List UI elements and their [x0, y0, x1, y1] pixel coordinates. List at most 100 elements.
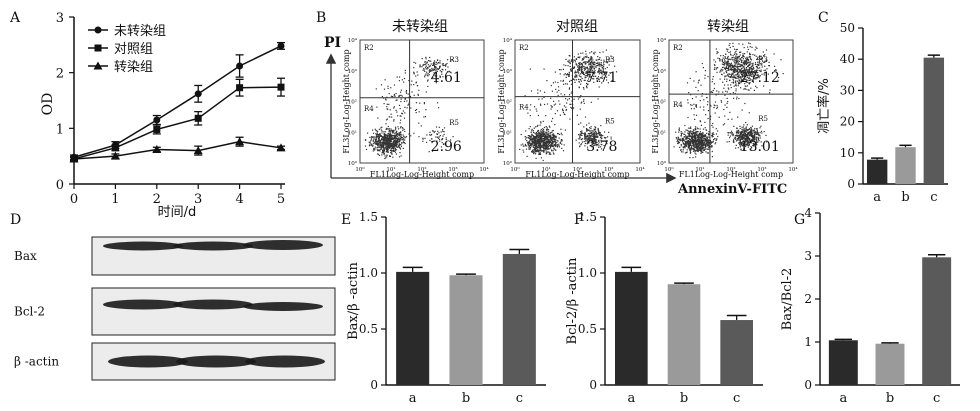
event-dot — [445, 137, 447, 139]
event-dot — [735, 50, 737, 53]
event-dot — [538, 136, 540, 139]
event-dot — [721, 63, 723, 65]
event-dot — [722, 124, 724, 126]
panel-x-label: FL1Log-Log-Height comp — [370, 170, 474, 179]
event-dot — [524, 145, 527, 147]
event-dot — [742, 126, 745, 128]
event-dot — [726, 62, 728, 64]
event-dot — [705, 145, 707, 147]
event-dot — [415, 75, 417, 77]
event-dot — [551, 142, 553, 144]
event-dot — [752, 139, 754, 141]
event-dot — [552, 150, 554, 152]
event-dot — [739, 125, 741, 127]
event-dot — [385, 148, 387, 150]
x-tick-label: c — [733, 391, 740, 406]
event-dot — [743, 124, 745, 126]
event-dot — [381, 145, 384, 147]
event-dot — [578, 98, 580, 100]
event-dot — [730, 132, 732, 134]
event-dot — [755, 136, 757, 138]
event-dot — [741, 56, 743, 58]
event-dot — [759, 62, 761, 65]
event-dot — [586, 66, 588, 68]
event-dot — [576, 71, 578, 73]
event-dot — [427, 60, 430, 62]
event-dot — [374, 141, 376, 143]
event-dot — [548, 142, 550, 145]
event-dot — [560, 93, 562, 95]
event-dot — [751, 69, 753, 71]
event-dot — [688, 146, 690, 148]
event-dot — [578, 123, 580, 125]
event-dot — [374, 146, 376, 148]
event-dot — [441, 73, 443, 75]
event-dot — [443, 133, 445, 136]
event-dot — [562, 110, 564, 112]
event-dot — [530, 104, 532, 106]
event-dot — [386, 108, 388, 110]
event-dot — [707, 144, 709, 146]
event-dot — [545, 115, 547, 117]
event-dot — [545, 133, 547, 135]
event-dot — [587, 71, 589, 73]
event-dot — [394, 142, 396, 144]
event-dot — [738, 137, 740, 139]
event-dot — [732, 139, 735, 142]
event-dot — [687, 141, 689, 143]
event-dot — [543, 136, 545, 138]
event-dot — [379, 143, 381, 145]
event-dot — [694, 137, 696, 139]
event-dot — [756, 66, 758, 68]
event-dot — [442, 69, 444, 71]
event-dot — [736, 96, 738, 98]
event-dot — [708, 142, 710, 144]
event-dot — [538, 152, 540, 154]
event-dot — [585, 140, 587, 142]
event-dot — [551, 150, 553, 152]
event-dot — [545, 144, 547, 146]
event-dot — [400, 101, 402, 103]
event-dot — [542, 140, 544, 142]
event-dot — [734, 52, 736, 54]
event-dot — [682, 149, 684, 151]
event-dot — [580, 52, 582, 54]
event-dot — [534, 139, 536, 141]
event-dot — [398, 156, 401, 158]
event-dot — [407, 93, 409, 95]
event-dot — [715, 48, 717, 50]
event-dot — [400, 115, 402, 117]
event-dot — [682, 146, 684, 148]
event-dot — [590, 69, 592, 71]
event-dot — [393, 139, 395, 141]
x-tick-label: b — [901, 190, 909, 205]
event-dot — [587, 132, 589, 135]
event-dot — [691, 148, 693, 150]
event-dot — [775, 69, 777, 71]
event-dot — [556, 91, 558, 93]
panel-letter-b: B — [316, 10, 326, 26]
event-dot — [684, 140, 686, 142]
event-dot — [435, 72, 437, 74]
event-dot — [748, 59, 750, 61]
event-dot — [436, 75, 438, 77]
event-dot — [755, 139, 757, 141]
event-dot — [687, 141, 689, 143]
event-dot — [691, 134, 693, 137]
event-dot — [701, 148, 703, 150]
event-dot — [543, 147, 545, 149]
event-dot — [544, 142, 546, 144]
event-dot — [677, 138, 679, 140]
event-dot — [693, 138, 695, 140]
y-tick-label: 0.5 — [359, 322, 378, 336]
event-dot — [685, 141, 687, 143]
event-dot — [438, 62, 440, 64]
event-dot — [555, 149, 557, 151]
x-tick-label: 10⁴ — [479, 166, 489, 173]
event-dot — [683, 133, 685, 135]
event-dot — [764, 54, 766, 56]
event-dot — [535, 153, 537, 155]
event-dot — [700, 138, 702, 140]
event-dot — [593, 128, 595, 130]
